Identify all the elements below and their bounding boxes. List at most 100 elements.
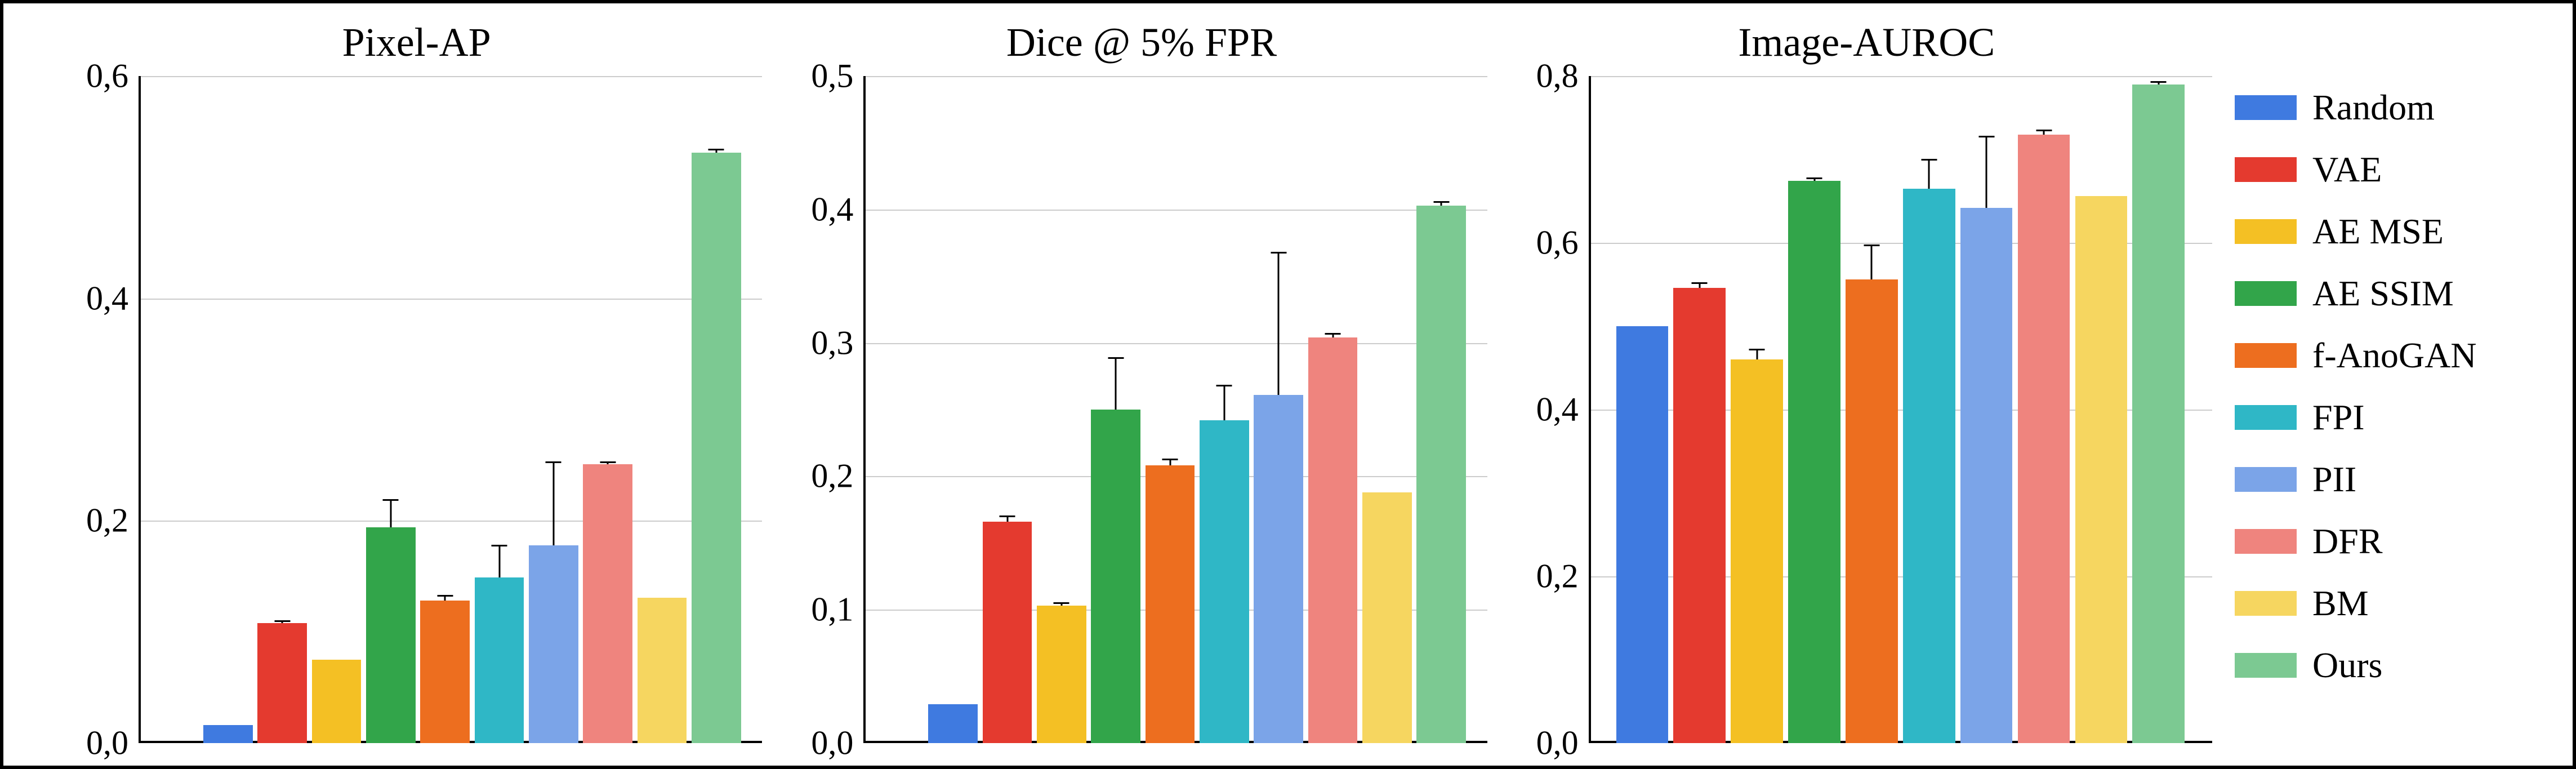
y-tick-label: 0,0 bbox=[1536, 724, 1579, 763]
legend-label: Ours bbox=[2312, 644, 2382, 686]
error-cap bbox=[2036, 130, 2052, 131]
bar-pii bbox=[1254, 395, 1303, 743]
plot-wrap: 0,00,20,40,6 bbox=[71, 76, 762, 743]
plot-wrap: 0,00,20,40,60,8 bbox=[1521, 76, 2212, 743]
bar-bm bbox=[1362, 492, 1412, 743]
legend-label: BM bbox=[2312, 583, 2369, 624]
bar-f-anogan bbox=[420, 601, 470, 743]
legend-swatch bbox=[2235, 653, 2297, 678]
bar-ae-mse bbox=[1037, 606, 1086, 743]
legend-label: AE MSE bbox=[2312, 211, 2444, 252]
plot-area bbox=[139, 76, 762, 743]
error-cap bbox=[1692, 282, 1708, 284]
legend-item: AE MSE bbox=[2235, 211, 2550, 252]
error-cap bbox=[1325, 333, 1341, 335]
legend: Random VAE AE MSE AE SSIM f-AnoGAN FPI PII DFR B… bbox=[2212, 19, 2550, 743]
bar-f-anogan bbox=[1846, 279, 1898, 743]
legend-swatch bbox=[2235, 467, 2297, 492]
panel-title: Pixel-AP bbox=[71, 19, 762, 66]
bar-ae-mse bbox=[1731, 359, 1783, 743]
y-tick-label: 0,8 bbox=[1536, 57, 1579, 96]
y-tick-label: 0,5 bbox=[811, 57, 853, 96]
legend-label: VAE bbox=[2312, 149, 2382, 190]
y-tick-label: 0,2 bbox=[86, 501, 128, 540]
bar-pii bbox=[529, 545, 578, 743]
error-cap bbox=[1162, 459, 1178, 460]
legend-item: PII bbox=[2235, 459, 2550, 500]
legend-swatch bbox=[2235, 591, 2297, 616]
legend-swatch bbox=[2235, 281, 2297, 306]
bar-random bbox=[928, 704, 978, 743]
legend-swatch bbox=[2235, 529, 2297, 554]
panels-container: Pixel-AP0,00,20,40,6Dice @ 5% FPR0,00,10… bbox=[71, 19, 2212, 743]
error-cap bbox=[1000, 515, 1015, 517]
bar-ours bbox=[692, 153, 741, 743]
error-cap bbox=[1271, 252, 1286, 254]
legend-label: DFR bbox=[2312, 521, 2383, 562]
error-cap bbox=[2151, 81, 2167, 83]
error-cap bbox=[708, 149, 724, 150]
y-tick-label: 0,0 bbox=[86, 724, 128, 763]
legend-item: BM bbox=[2235, 583, 2550, 624]
error-cap bbox=[1864, 245, 1879, 246]
legend-swatch bbox=[2235, 343, 2297, 368]
legend-swatch bbox=[2235, 157, 2297, 182]
bar-vae bbox=[983, 522, 1032, 743]
y-tick-label: 0,4 bbox=[86, 279, 128, 318]
panel-0: Pixel-AP0,00,20,40,6 bbox=[71, 19, 762, 743]
panel-1: Dice @ 5% FPR0,00,10,20,30,40,5 bbox=[796, 19, 1487, 743]
legend-label: f-AnoGAN bbox=[2312, 335, 2477, 376]
plot-area bbox=[1589, 76, 2212, 743]
y-tick-label: 0,2 bbox=[811, 457, 853, 496]
bar-fpi bbox=[475, 577, 524, 743]
y-tick-label: 0,3 bbox=[811, 323, 853, 362]
legend-item: Random bbox=[2235, 87, 2550, 128]
y-tick-label: 0,4 bbox=[811, 190, 853, 229]
y-axis-labels: 0,00,20,40,60,8 bbox=[1521, 76, 1589, 743]
bar-dfr bbox=[1308, 337, 1358, 743]
legend-item: AE SSIM bbox=[2235, 273, 2550, 314]
bar-f-anogan bbox=[1146, 465, 1195, 743]
legend-label: PII bbox=[2312, 459, 2356, 500]
y-tick-label: 0,6 bbox=[86, 57, 128, 96]
error-cap bbox=[1108, 357, 1124, 359]
y-axis-labels: 0,00,10,20,30,40,5 bbox=[796, 76, 863, 743]
error-cap bbox=[1054, 602, 1069, 604]
error-cap bbox=[1216, 385, 1232, 386]
error-cap bbox=[1921, 159, 1937, 161]
plot-area bbox=[863, 76, 1487, 743]
y-tick-label: 0,4 bbox=[1536, 390, 1579, 429]
bar-ae-ssim bbox=[1091, 410, 1140, 743]
legend-swatch bbox=[2235, 95, 2297, 120]
error-cap bbox=[492, 545, 507, 546]
error-cap bbox=[546, 461, 561, 463]
legend-item: Ours bbox=[2235, 644, 2550, 686]
panel-2: Image-AUROC0,00,20,40,60,8 bbox=[1521, 19, 2212, 743]
legend-item: FPI bbox=[2235, 397, 2550, 438]
error-cap bbox=[383, 499, 399, 501]
bar-fpi bbox=[1903, 189, 1955, 743]
error-cap bbox=[1749, 349, 1765, 350]
y-tick-label: 0,6 bbox=[1536, 224, 1579, 263]
bar-ae-ssim bbox=[366, 527, 416, 743]
legend-item: DFR bbox=[2235, 521, 2550, 562]
bar-bm bbox=[638, 598, 687, 744]
bar-ae-ssim bbox=[1788, 181, 1840, 743]
legend-swatch bbox=[2235, 219, 2297, 244]
y-axis-labels: 0,00,20,40,6 bbox=[71, 76, 139, 743]
bars-group bbox=[139, 76, 762, 743]
error-cap bbox=[1978, 136, 1994, 137]
bars-group bbox=[863, 76, 1487, 743]
bar-pii bbox=[1960, 208, 2013, 743]
bar-dfr bbox=[583, 464, 632, 743]
bar-vae bbox=[257, 623, 307, 743]
bar-ours bbox=[1416, 206, 1466, 743]
bar-random bbox=[1616, 326, 1669, 743]
y-tick-label: 0,2 bbox=[1536, 557, 1579, 596]
error-cap bbox=[1807, 177, 1822, 179]
y-tick-label: 0,0 bbox=[811, 724, 853, 763]
bar-ours bbox=[2132, 85, 2185, 743]
error-cap bbox=[1433, 201, 1449, 203]
legend-item: f-AnoGAN bbox=[2235, 335, 2550, 376]
legend-label: AE SSIM bbox=[2312, 273, 2454, 314]
